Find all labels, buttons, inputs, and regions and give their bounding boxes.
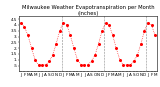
Title: Milwaukee Weather Evapotranspiration per Month (Inches): Milwaukee Weather Evapotranspiration per… <box>22 5 154 16</box>
